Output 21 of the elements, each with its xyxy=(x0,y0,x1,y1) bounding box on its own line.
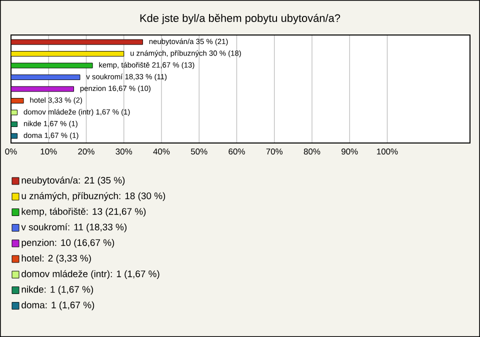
x-tick-label: 80% xyxy=(304,148,320,155)
legend-label: nikde: 1 (1,67 %) xyxy=(22,286,94,295)
legend-label: hotel: 2 (3,33 %) xyxy=(22,254,91,264)
legend-label: v soukromí: 11 (18,33 %) xyxy=(21,223,126,232)
x-tick-label: 20% xyxy=(78,148,94,155)
legend-label: penzion: 10 (16,67 %) xyxy=(22,238,114,248)
x-tick-label: 30% xyxy=(116,148,132,155)
x-tick-label: 40% xyxy=(153,148,170,155)
x-tick-label: 90% xyxy=(342,148,358,155)
legend-label: u známých, příbuzných: 18 (30 %) xyxy=(22,192,166,202)
x-tick-label: 10% xyxy=(40,148,57,155)
x-tick-label: 60% xyxy=(228,148,245,155)
x-tick-label: 70% xyxy=(266,148,283,155)
chart-title: Kde jste byl/a během pobytu ubytován/a? xyxy=(140,14,340,24)
x-tick-label: 100% xyxy=(377,148,398,155)
x-tick-label: 50% xyxy=(190,148,208,155)
legend-label: doma: 1 (1,67 %) xyxy=(22,301,94,310)
legend-label: kemp, tábořiště: 13 (21,67 %) xyxy=(22,208,146,217)
x-tick-label: 0% xyxy=(5,148,17,155)
legend-label: neubytován/a: 21 (35 %) xyxy=(22,176,125,186)
legend-label: domov mládeže (intr): 1 (1,67 %) xyxy=(22,270,160,280)
